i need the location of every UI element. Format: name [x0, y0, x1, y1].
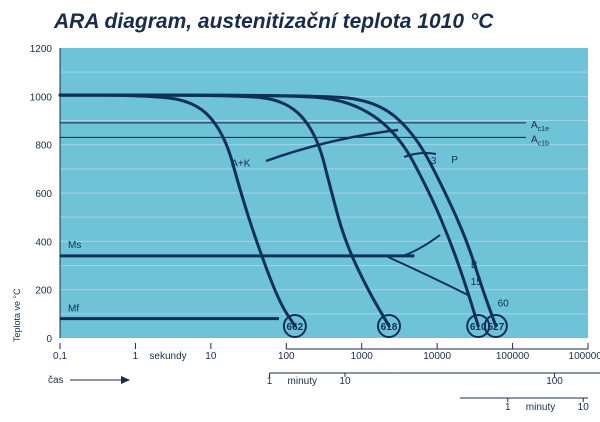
hardness-value-circle	[466, 314, 491, 338]
minute-tick-label: 10	[339, 376, 351, 387]
pearlite-start-line	[403, 152, 437, 158]
y-tick-label: 800	[35, 141, 52, 152]
hardness-values: 662 618 610 527	[282, 314, 508, 338]
x-unit-label-seconds: sekundy	[149, 351, 186, 362]
annotation-label: 15	[471, 277, 483, 288]
hour-tick-label: 100	[546, 376, 563, 387]
x-tick-label: 1	[133, 351, 139, 362]
y-tick-label: 1000	[30, 92, 53, 103]
hardness-value-label: 527	[487, 322, 504, 333]
hardness-value-circle	[376, 314, 401, 338]
y-tick-label: 0	[46, 334, 52, 345]
hardness-value-label: 618	[381, 322, 398, 333]
x-tick-label: 100000	[496, 351, 530, 362]
y-tick-label: 200	[35, 286, 52, 297]
x-tick-label: 0,1	[53, 351, 67, 362]
bainite-start-line	[402, 234, 441, 257]
mf-label: Mf	[68, 304, 79, 315]
minute-unit-label: minuty	[288, 376, 317, 387]
x-tick-label: 100	[278, 351, 295, 362]
x-tick-label: 10000	[423, 351, 451, 362]
day-tick-label: 1	[505, 402, 511, 413]
annotation-label: A+K	[231, 158, 251, 169]
chart-title: ARA diagram, austenitizační teplota 1010…	[53, 10, 494, 33]
x-tick-label: 1000000	[569, 351, 600, 362]
ms-label: Ms	[68, 240, 81, 251]
x-axis: 0,1 1 10 100 1000 10000 100000 1000000 sekundy ča…	[48, 343, 600, 413]
annotation-label: B	[471, 260, 478, 271]
transformation-lines	[265, 128, 471, 297]
day-unit-label: minuty	[526, 402, 555, 413]
y-axis: 0 200 400 600 800 1000 1200	[30, 44, 61, 345]
x-tick-label: 1000	[351, 351, 374, 362]
annotation-label: 60	[498, 299, 510, 310]
y-tick-label: 400	[35, 237, 52, 248]
ac-label-subscript: c1e	[538, 126, 549, 133]
cooling-curve-4	[58, 93, 498, 328]
annotation-label: 3	[431, 156, 437, 167]
x-axis-arrow-head	[121, 376, 130, 384]
y-axis-title: Teplota ve °C	[12, 288, 22, 342]
hardness-value-label: 610	[470, 322, 487, 333]
a-plus-k-start-line	[265, 128, 399, 163]
cooling-curves	[58, 93, 498, 328]
ac-label-subscript: c1b	[538, 140, 549, 147]
day-tick-label: 10	[578, 402, 590, 413]
minute-tick-label: 1	[267, 376, 273, 387]
annotation-label: P	[451, 155, 458, 166]
hardness-value-circle	[282, 314, 307, 338]
y-tick-label: 1200	[30, 44, 53, 55]
x-axis-title: čas	[48, 375, 64, 386]
bainite-end-line	[387, 256, 471, 297]
annotations: A+K 3 P B 15 60	[231, 155, 509, 310]
hardness-value-circle	[483, 314, 508, 338]
hardness-value-label: 662	[287, 322, 304, 333]
y-tick-label: 600	[35, 189, 52, 200]
x-tick-label: 10	[205, 351, 217, 362]
